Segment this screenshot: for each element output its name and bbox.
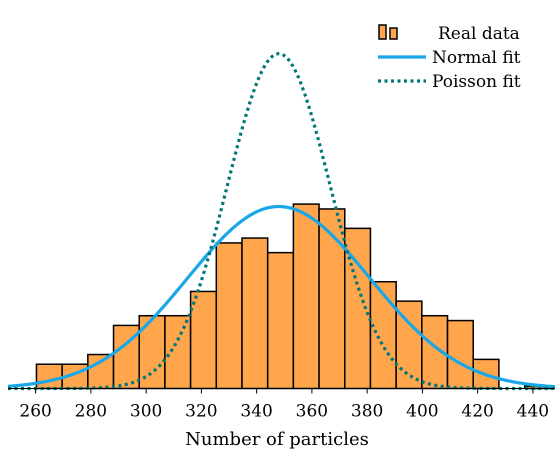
legend-bar-swatch <box>389 27 398 40</box>
x-tick-label: 420 <box>461 402 493 422</box>
histogram-bar <box>164 314 192 390</box>
histogram-bar <box>369 280 397 390</box>
poisson-fit-curve <box>8 52 555 391</box>
legend-label: Poisson fit <box>432 72 521 92</box>
x-axis-label: Number of particles <box>185 429 369 450</box>
x-tick-label: 260 <box>19 402 51 422</box>
histogram-bar <box>215 242 243 390</box>
histogram-bar <box>35 363 63 390</box>
x-tick-label: 360 <box>296 402 328 422</box>
histogram-bar <box>189 290 218 390</box>
normal-fit-curve <box>7 204 555 389</box>
x-tick-label: 320 <box>185 402 217 422</box>
histogram-bar <box>266 251 295 390</box>
histogram-bar <box>292 203 320 390</box>
x-tick-label: 380 <box>351 402 383 422</box>
x-tick-label: 280 <box>75 402 107 422</box>
x-tick-label: 440 <box>517 402 549 422</box>
histogram-bar <box>446 319 474 390</box>
x-tick-label: 300 <box>130 402 162 422</box>
legend: Real data Normal fit Poisson fit <box>378 24 521 92</box>
legend-bar-swatch <box>378 24 387 40</box>
legend-label: Real data <box>438 24 520 44</box>
legend-label: Normal fit <box>432 48 521 68</box>
histogram-bar <box>241 237 269 390</box>
plot-area <box>7 52 555 391</box>
x-axis: 260 280 300 320 340 360 380 400 420 440 <box>8 388 555 422</box>
x-tick-label: 400 <box>406 402 438 422</box>
x-tick-label: 340 <box>240 402 272 422</box>
